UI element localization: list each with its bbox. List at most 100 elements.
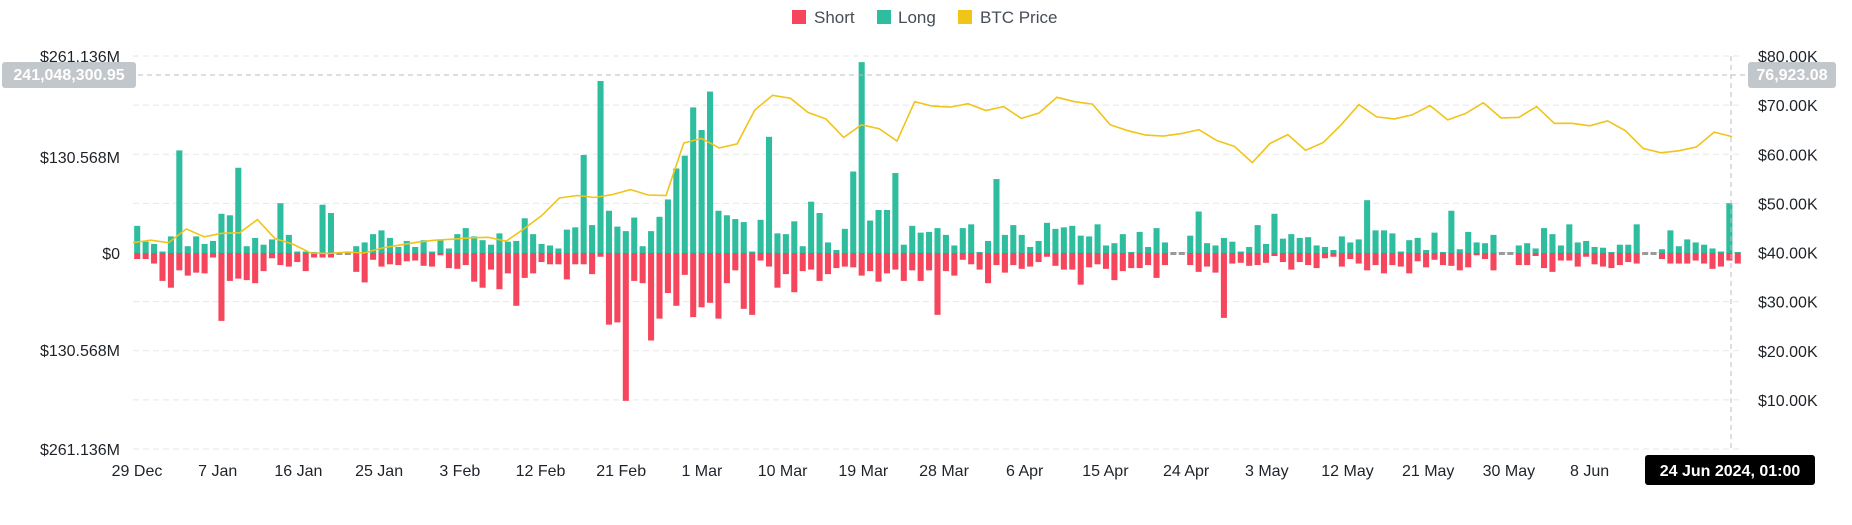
short-bar[interactable]	[765, 253, 773, 267]
short-bar[interactable]	[184, 253, 191, 276]
long-bar[interactable]	[1414, 237, 1421, 253]
long-bar[interactable]	[403, 240, 410, 253]
short-bar[interactable]	[1490, 253, 1497, 271]
short-bar[interactable]	[260, 253, 267, 272]
long-bar[interactable]	[1043, 222, 1051, 253]
short-bar[interactable]	[1591, 253, 1598, 265]
short-bar[interactable]	[1380, 253, 1388, 274]
long-bar[interactable]	[926, 231, 933, 253]
short-bar[interactable]	[302, 253, 309, 272]
long-bar[interactable]	[1161, 242, 1168, 253]
short-bar[interactable]	[723, 253, 730, 284]
long-bar[interactable]	[664, 199, 671, 253]
long-bar[interactable]	[1195, 211, 1202, 253]
short-bar[interactable]	[1094, 253, 1101, 265]
long-bar[interactable]	[1313, 245, 1320, 253]
short-bar[interactable]	[732, 253, 739, 271]
long-bar[interactable]	[395, 246, 402, 253]
long-bar[interactable]	[1397, 251, 1404, 253]
long-bar[interactable]	[841, 228, 848, 253]
short-bar[interactable]	[1675, 253, 1682, 264]
long-bar[interactable]	[1212, 245, 1219, 253]
long-bar[interactable]	[690, 107, 697, 253]
short-bar[interactable]	[1482, 253, 1489, 260]
long-bar[interactable]	[951, 245, 958, 253]
long-bar[interactable]	[1321, 246, 1329, 253]
short-bar[interactable]	[1229, 253, 1236, 264]
long-bar[interactable]	[1052, 228, 1059, 253]
short-bar[interactable]	[268, 253, 276, 259]
long-bar[interactable]	[1439, 252, 1446, 253]
long-bar[interactable]	[1220, 237, 1227, 253]
short-bar[interactable]	[1709, 253, 1716, 269]
long-bar[interactable]	[1726, 203, 1733, 253]
long-bar[interactable]	[1279, 238, 1286, 253]
short-bar[interactable]	[386, 253, 393, 265]
long-bar[interactable]	[294, 251, 301, 253]
short-bar[interactable]	[1086, 253, 1093, 268]
long-bar[interactable]	[1027, 246, 1034, 253]
long-bar[interactable]	[521, 218, 528, 253]
long-bar[interactable]	[1709, 248, 1716, 253]
long-bar[interactable]	[361, 242, 368, 253]
short-bar[interactable]	[1111, 253, 1118, 281]
short-bar[interactable]	[1052, 253, 1059, 266]
long-bar[interactable]	[445, 248, 452, 253]
short-bar[interactable]	[445, 253, 452, 269]
long-bar[interactable]	[1431, 232, 1438, 253]
long-bar[interactable]	[504, 241, 511, 253]
long-bar[interactable]	[487, 244, 495, 253]
short-bar[interactable]	[454, 253, 461, 269]
short-bar[interactable]	[1237, 253, 1244, 263]
short-bar[interactable]	[1684, 253, 1691, 264]
short-bar[interactable]	[1406, 253, 1413, 274]
short-bar[interactable]	[782, 253, 789, 275]
long-bar[interactable]	[639, 246, 646, 253]
long-bar[interactable]	[454, 234, 461, 253]
short-bar[interactable]	[353, 253, 360, 272]
long-bar[interactable]	[1229, 241, 1236, 253]
short-bar[interactable]	[1717, 253, 1724, 267]
long-bar[interactable]	[1423, 249, 1430, 253]
long-bar[interactable]	[471, 236, 478, 253]
short-bar[interactable]	[597, 253, 604, 257]
long-bar[interactable]	[386, 237, 393, 253]
short-bar[interactable]	[521, 253, 528, 278]
long-bar[interactable]	[1574, 242, 1581, 253]
short-bar[interactable]	[235, 253, 242, 279]
short-bar[interactable]	[622, 253, 629, 401]
long-bar[interactable]	[252, 237, 259, 253]
short-bar[interactable]	[1541, 253, 1548, 269]
long-bar[interactable]	[1119, 234, 1126, 253]
long-bar[interactable]	[1296, 237, 1303, 253]
long-bar[interactable]	[1490, 234, 1497, 253]
long-bar[interactable]	[1288, 234, 1295, 253]
short-bar[interactable]	[1027, 253, 1034, 267]
long-bar[interactable]	[1456, 249, 1463, 253]
short-bar[interactable]	[1532, 253, 1539, 257]
neutral-bar[interactable]	[1650, 252, 1657, 255]
short-bar[interactable]	[1423, 253, 1430, 268]
long-bar[interactable]	[1465, 231, 1472, 253]
long-bar[interactable]	[513, 240, 520, 253]
short-bar[interactable]	[1204, 253, 1211, 267]
long-bar[interactable]	[959, 228, 966, 253]
neutral-bar[interactable]	[1498, 252, 1505, 255]
short-bar[interactable]	[277, 253, 284, 266]
short-bar[interactable]	[605, 253, 612, 325]
long-bar[interactable]	[496, 233, 503, 253]
short-bar[interactable]	[294, 253, 301, 263]
short-bar[interactable]	[589, 253, 596, 275]
short-bar[interactable]	[1473, 253, 1480, 256]
long-bar[interactable]	[1692, 242, 1699, 253]
long-bar[interactable]	[1128, 252, 1135, 253]
short-bar[interactable]	[1524, 253, 1531, 266]
short-bar[interactable]	[142, 253, 149, 260]
short-bar[interactable]	[1389, 253, 1396, 266]
short-bar[interactable]	[892, 253, 899, 270]
short-bar[interactable]	[530, 253, 537, 274]
long-bar[interactable]	[1389, 233, 1396, 253]
short-bar[interactable]	[1633, 253, 1640, 264]
short-bar[interactable]	[1574, 253, 1581, 267]
long-bar[interactable]	[993, 179, 1000, 253]
